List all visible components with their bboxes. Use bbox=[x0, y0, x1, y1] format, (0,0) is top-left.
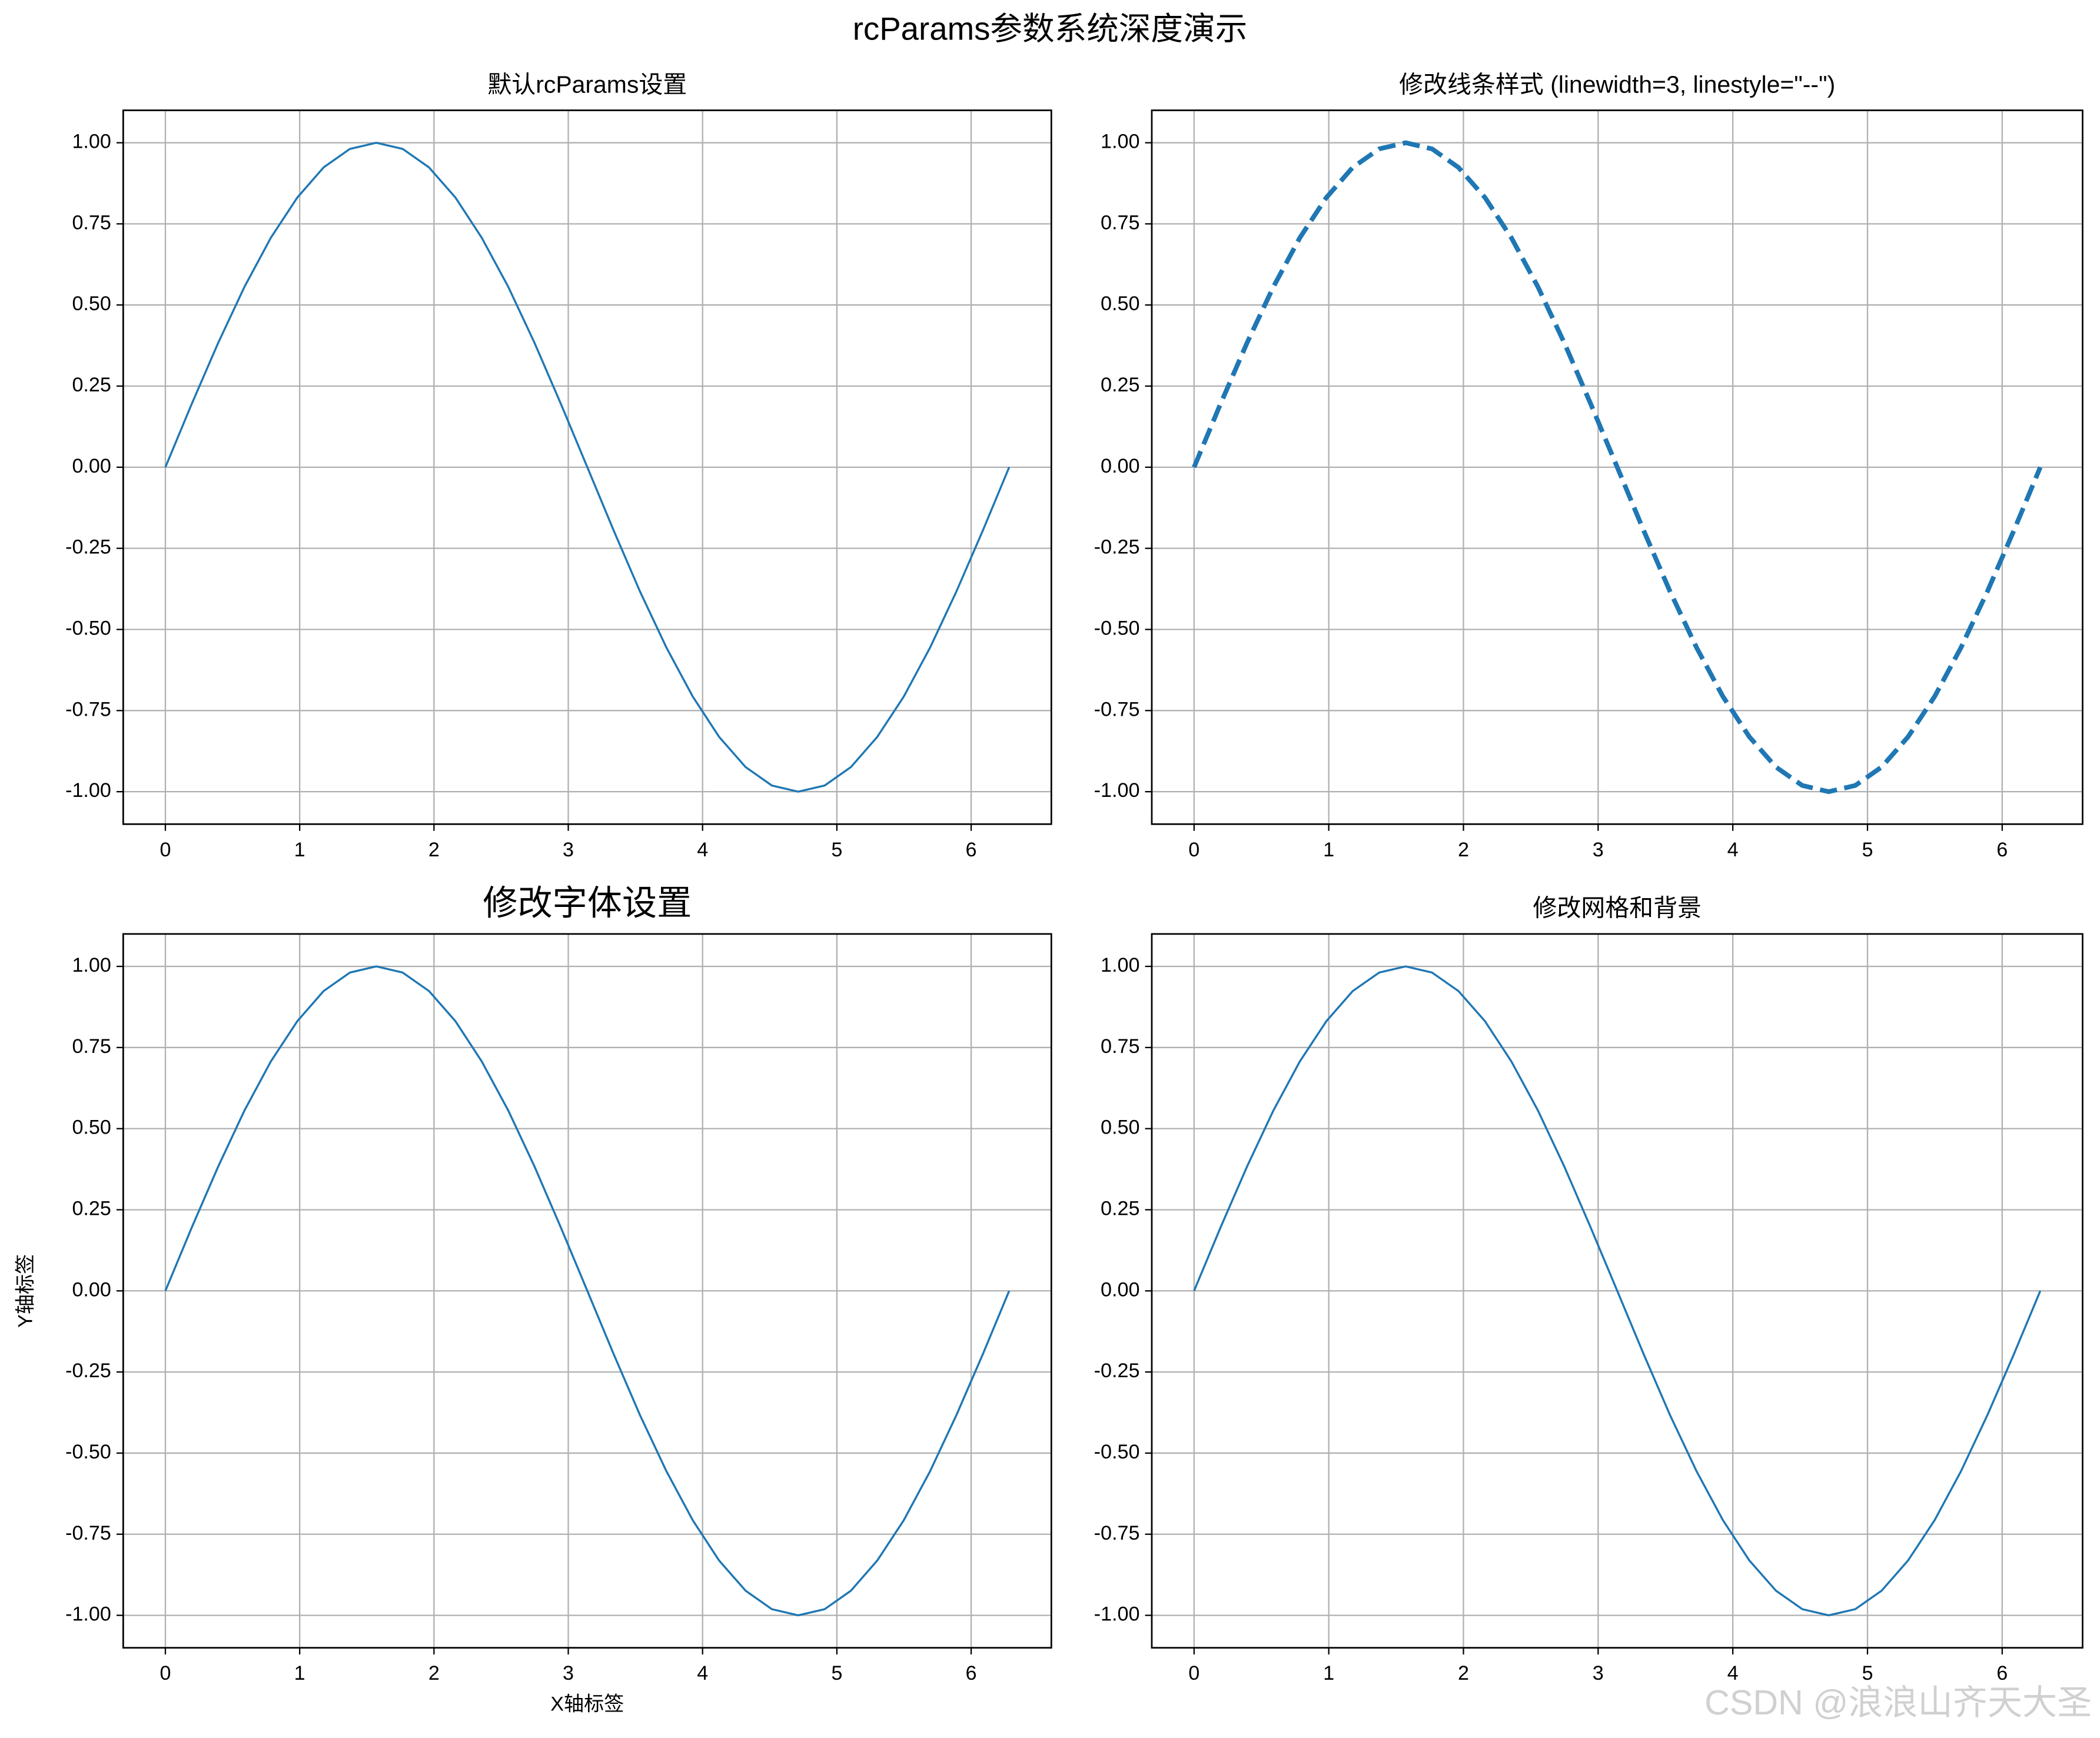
y-tick-label: 0.00 bbox=[1101, 455, 1139, 477]
x-tick-label: 3 bbox=[563, 839, 574, 861]
y-tick-label: -1.00 bbox=[1094, 779, 1140, 802]
y-tick-label: 0.25 bbox=[1101, 374, 1139, 396]
y-tick-label: 0.25 bbox=[1101, 1197, 1139, 1219]
y-tick-label: 0.50 bbox=[72, 1116, 111, 1139]
y-tick-label: -1.00 bbox=[65, 1603, 111, 1626]
y-tick-label: -1.00 bbox=[65, 779, 111, 802]
sine-line bbox=[1192, 140, 2043, 795]
y-tick-label: 0.75 bbox=[1101, 1035, 1139, 1058]
y-tick-label: 0.00 bbox=[72, 455, 111, 477]
y-tick-label: 0.25 bbox=[72, 1197, 111, 1219]
x-tick-label: 1 bbox=[1323, 1662, 1334, 1684]
y-tick-label: -0.75 bbox=[1094, 1522, 1140, 1544]
x-tick-label: 5 bbox=[1862, 1662, 1873, 1684]
y-tick-label: -0.25 bbox=[1094, 1360, 1140, 1382]
x-tick-label: 1 bbox=[294, 1662, 305, 1684]
sine-line bbox=[164, 141, 1011, 793]
subplot-title: 修改字体设置 bbox=[483, 883, 692, 923]
y-tick-label: 0.00 bbox=[1101, 1278, 1139, 1301]
x-tick-label: 2 bbox=[1458, 839, 1469, 861]
y-tick-label: 0.00 bbox=[72, 1278, 111, 1301]
x-tick-label: 6 bbox=[1996, 1662, 2008, 1684]
y-tick-label: -0.50 bbox=[1094, 1441, 1140, 1463]
x-tick-label: 1 bbox=[1323, 839, 1334, 861]
x-tick-label: 6 bbox=[966, 1662, 977, 1684]
x-tick-label: 2 bbox=[428, 839, 440, 861]
y-tick-label: -0.25 bbox=[1094, 536, 1140, 559]
x-tick-label: 4 bbox=[1727, 839, 1739, 861]
x-tick-label: 4 bbox=[1727, 1662, 1739, 1684]
x-tick-label: 6 bbox=[1996, 839, 2008, 861]
x-tick-label: 0 bbox=[160, 1662, 171, 1684]
x-tick-label: 0 bbox=[1188, 839, 1199, 861]
subplot-title: 修改线条样式 (linewidth=3, linestyle="--") bbox=[1399, 71, 1835, 98]
y-tick-label: -1.00 bbox=[1094, 1603, 1140, 1626]
y-tick-label: -0.50 bbox=[65, 617, 111, 640]
y-tick-label: 0.75 bbox=[72, 1035, 111, 1058]
axes-frame bbox=[122, 109, 1052, 825]
x-tick-label: 4 bbox=[697, 1662, 708, 1684]
axes-frame bbox=[122, 933, 1052, 1649]
subplot-title: 修改网格和背景 bbox=[1533, 895, 1702, 922]
y-tick-label: 1.00 bbox=[1101, 131, 1139, 153]
y-tick-label: 0.25 bbox=[72, 374, 111, 396]
x-tick-label: 5 bbox=[1862, 839, 1873, 861]
y-tick-label: -0.25 bbox=[65, 536, 111, 559]
y-tick-label: -0.75 bbox=[1094, 698, 1140, 720]
x-tick-label: 0 bbox=[1188, 1662, 1199, 1684]
x-tick-label: 5 bbox=[831, 839, 842, 861]
y-tick-label: -0.50 bbox=[65, 1441, 111, 1463]
y-tick-label: 0.50 bbox=[1101, 293, 1139, 315]
x-tick-label: 4 bbox=[697, 839, 708, 861]
figure-title: rcParams参数系统深度演示 bbox=[853, 11, 1248, 47]
x-tick-label: 1 bbox=[294, 839, 305, 861]
x-tick-label: 3 bbox=[1593, 1662, 1604, 1684]
y-tick-label: 0.50 bbox=[1101, 1116, 1139, 1139]
y-tick-label: 1.00 bbox=[1101, 954, 1139, 976]
x-tick-label: 2 bbox=[1458, 1662, 1469, 1684]
y-tick-label: -0.25 bbox=[65, 1360, 111, 1382]
y-tick-label: 0.50 bbox=[72, 293, 111, 315]
x-tick-label: 3 bbox=[1593, 839, 1604, 861]
y-tick-label: -0.75 bbox=[65, 698, 111, 720]
x-tick-label: 3 bbox=[563, 1662, 574, 1684]
x-tick-label: 0 bbox=[160, 839, 171, 861]
subplot-title: 默认rcParams设置 bbox=[487, 71, 687, 98]
axes-frame bbox=[1151, 109, 2084, 825]
y-tick-label: 1.00 bbox=[72, 131, 111, 153]
sine-line bbox=[164, 965, 1011, 1617]
axes-frame bbox=[1151, 933, 2084, 1649]
x-axis-label: X轴标签 bbox=[550, 1693, 624, 1716]
watermark: CSDN @浪浪山齐天大圣 bbox=[1704, 1683, 2092, 1722]
y-axis-label: Y轴标签 bbox=[15, 1254, 37, 1328]
y-tick-label: 1.00 bbox=[72, 954, 111, 976]
y-tick-label: -0.75 bbox=[65, 1522, 111, 1544]
x-tick-label: 6 bbox=[966, 839, 977, 861]
y-tick-label: 0.75 bbox=[72, 211, 111, 234]
x-tick-label: 5 bbox=[831, 1662, 842, 1684]
y-tick-label: -0.50 bbox=[1094, 617, 1140, 640]
sine-line bbox=[1193, 965, 2042, 1617]
y-tick-label: 0.75 bbox=[1101, 211, 1139, 234]
x-tick-label: 2 bbox=[428, 1662, 440, 1684]
